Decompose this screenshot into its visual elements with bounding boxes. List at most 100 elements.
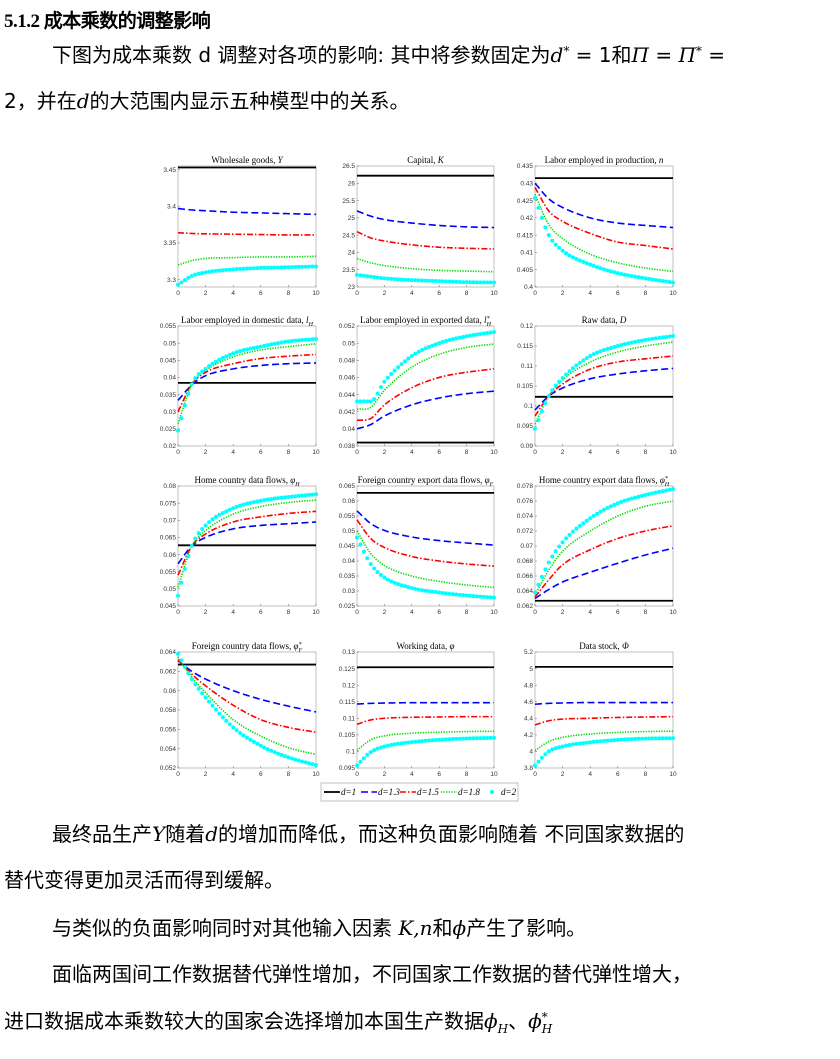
- data-point: [203, 366, 208, 371]
- data-point: [245, 347, 249, 352]
- data-point: [296, 338, 301, 343]
- data-point: [595, 511, 600, 516]
- data-point: [231, 725, 236, 730]
- data-point: [567, 253, 572, 258]
- title-math: Y: [278, 155, 284, 165]
- data-point: [588, 262, 593, 267]
- data-point: [179, 580, 184, 585]
- data-point: [416, 278, 421, 283]
- data-point: [478, 280, 483, 285]
- y-tick-label: 0.064: [517, 588, 534, 595]
- data-point: [279, 265, 284, 270]
- data-point: [633, 274, 638, 279]
- title-superscript: *: [487, 316, 490, 322]
- data-point: [406, 356, 411, 361]
- data-point: [492, 330, 496, 334]
- series-d2-markers: [176, 337, 318, 433]
- x-tick-label: 10: [669, 290, 677, 297]
- text-run: =: [648, 43, 679, 67]
- y-tick-label: 0.042: [339, 409, 356, 416]
- data-point: [605, 738, 610, 743]
- y-tick-label: 3.8: [524, 765, 533, 772]
- x-tick-label: 10: [490, 771, 498, 778]
- series-line-d-1-3: [534, 182, 674, 229]
- subplot: Data stock, Φ 0 2 4 6 8 10 3.8 4 4.2 4.4 4.6 4.8 5 5.2: [524, 641, 677, 778]
- title-math: D: [619, 315, 627, 325]
- data-point: [413, 351, 418, 356]
- x-tick-label: 0: [533, 771, 537, 778]
- data-point: [375, 391, 380, 396]
- data-point: [557, 544, 562, 549]
- data-point: [227, 267, 232, 272]
- x-tick-label: 4: [231, 290, 235, 297]
- data-point: [262, 343, 267, 348]
- title-math: K: [437, 155, 445, 165]
- data-point: [485, 280, 490, 285]
- x-tick-label: 8: [465, 609, 469, 616]
- math-base: ϕ: [528, 1009, 542, 1033]
- data-point: [361, 549, 366, 554]
- data-point: [358, 273, 363, 278]
- data-point: [207, 699, 212, 704]
- text-run: 、: [508, 1009, 529, 1033]
- y-tick-label: 0.048: [339, 357, 356, 364]
- data-point: [186, 554, 191, 559]
- data-point: [584, 740, 589, 745]
- data-point: [543, 567, 548, 572]
- data-point: [539, 215, 544, 220]
- math-symbol: ϕ H: [484, 1009, 508, 1035]
- data-point: [608, 269, 613, 274]
- data-point: [396, 277, 401, 282]
- data-point: [553, 383, 558, 388]
- y-tick-label: 0.06: [342, 498, 355, 505]
- series-line-d-1-5: [356, 519, 495, 567]
- x-tick-label: 10: [669, 771, 677, 778]
- data-point: [296, 758, 301, 763]
- y-tick-label: 0.13: [342, 649, 355, 656]
- data-point: [176, 651, 180, 656]
- data-point: [464, 736, 469, 741]
- x-tick-label: 8: [644, 290, 648, 297]
- data-point: [543, 225, 548, 230]
- title-superscript: *: [665, 476, 668, 482]
- data-point: [220, 715, 225, 720]
- data-point: [437, 279, 442, 284]
- data-point: [423, 278, 428, 283]
- y-tick-label: 0.052: [160, 765, 177, 772]
- title-text: Home country data flows,: [194, 475, 290, 485]
- data-point: [657, 489, 662, 494]
- series-line-d-1-8: [177, 255, 317, 266]
- math-symbol: Π: [632, 43, 649, 67]
- data-point: [396, 582, 401, 587]
- data-point: [539, 755, 544, 760]
- data-point: [474, 332, 479, 337]
- series-line-d-1-5: [177, 231, 316, 236]
- data-point: [234, 267, 239, 272]
- x-tick-label: 4: [410, 449, 414, 456]
- title-subscript: H: [664, 482, 670, 488]
- series-line-d-1-3: [534, 547, 674, 600]
- data-point: [227, 352, 232, 357]
- data-point: [409, 278, 414, 283]
- legend-marker: [490, 790, 494, 794]
- x-tick-label: 6: [259, 449, 263, 456]
- data-point: [471, 594, 476, 599]
- series-line-d-1-8: [534, 194, 674, 273]
- data-point: [478, 331, 483, 336]
- x-tick-label: 10: [669, 449, 677, 456]
- data-point: [626, 341, 631, 346]
- legend-label: d=1: [341, 787, 356, 797]
- data-point: [636, 275, 641, 280]
- x-tick-label: 10: [312, 771, 320, 778]
- y-tick-label: 0.095: [339, 765, 356, 772]
- y-tick-label: 0.4: [524, 284, 533, 291]
- data-point: [286, 494, 291, 499]
- data-point: [213, 707, 218, 712]
- series-line-d-1-5: [356, 230, 495, 250]
- data-point: [258, 344, 263, 349]
- data-point: [248, 266, 253, 271]
- y-tick-label: 5.2: [524, 649, 533, 656]
- y-tick-label: 0.058: [160, 707, 177, 714]
- x-tick-label: 8: [465, 290, 469, 297]
- data-point: [389, 579, 394, 584]
